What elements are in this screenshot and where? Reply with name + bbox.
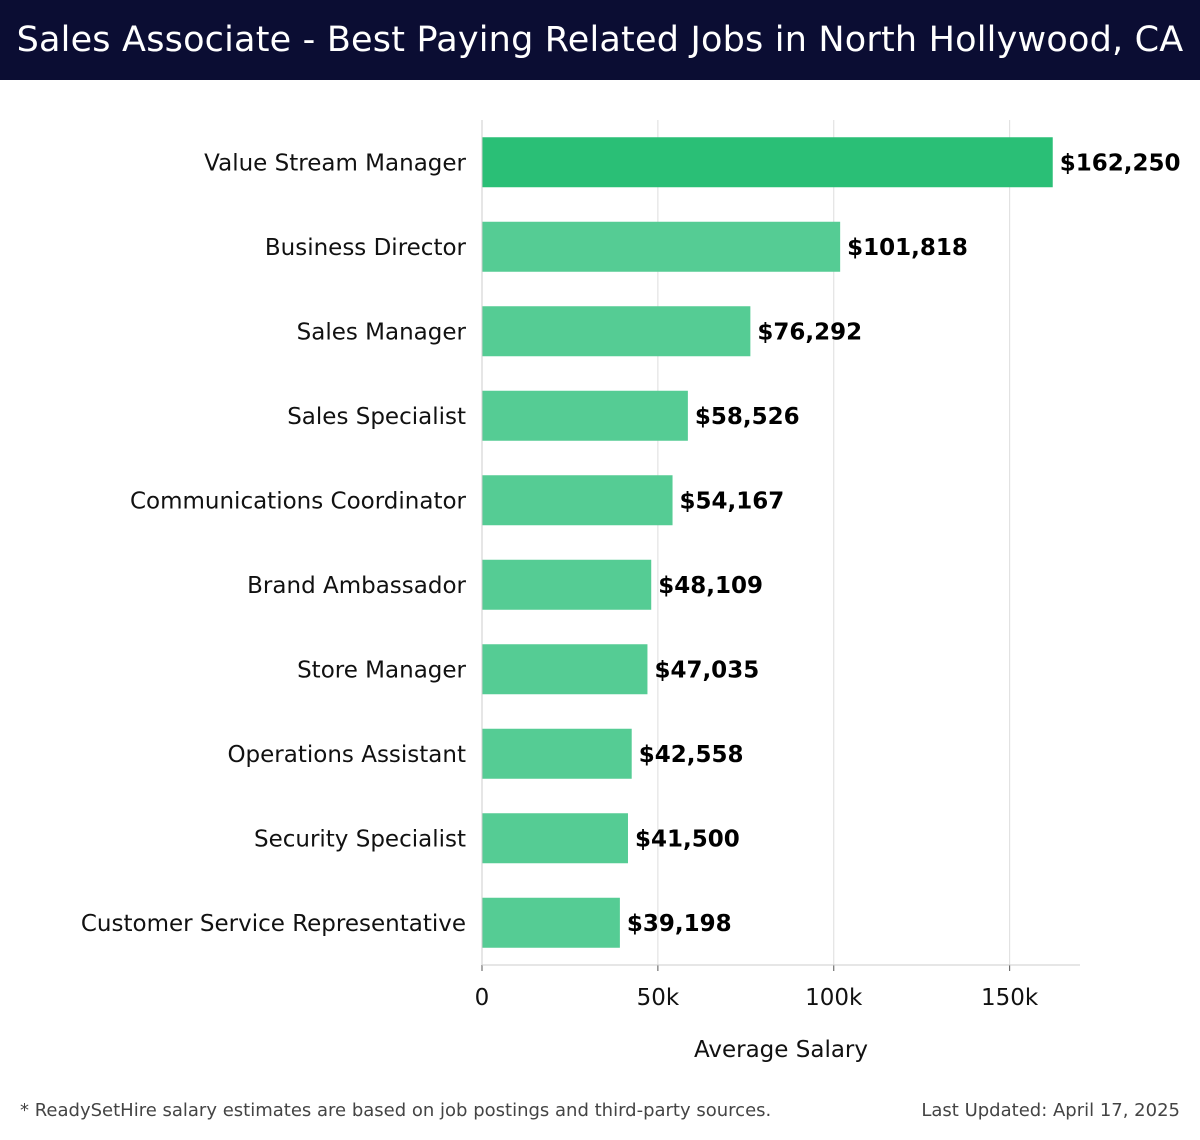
bar — [482, 897, 620, 948]
bar — [482, 221, 841, 272]
value-label: $47,035 — [654, 657, 759, 683]
bar — [482, 813, 628, 864]
bar-chart: Value Stream Manager Business Director Sal… — [81, 120, 1181, 1063]
x-tick-label: 100k — [805, 985, 863, 1011]
source-note: * ReadySetHire salary estimates are base… — [20, 1100, 772, 1121]
chart-title: Sales Associate - Best Paying Related Jo… — [16, 20, 1184, 60]
bar — [482, 475, 673, 526]
x-tick-label: 50k — [637, 985, 680, 1011]
bar — [482, 644, 648, 695]
x-tick-label: 0 — [475, 985, 490, 1011]
bar — [482, 390, 688, 441]
value-labels: $162,250 $101,818 $76,292 $58,526 $54,167 $48… — [627, 150, 1181, 937]
x-tick-label: 150k — [981, 985, 1039, 1011]
category-label: Store Manager — [297, 657, 466, 683]
category-label: Value Stream Manager — [204, 150, 466, 176]
category-label: Security Specialist — [254, 826, 466, 852]
bar — [482, 306, 751, 357]
x-axis: 0 50k 100k 150k Average Salary — [475, 120, 1080, 1063]
value-label: $76,292 — [757, 319, 862, 345]
value-label: $39,198 — [627, 911, 732, 937]
chart-header: Sales Associate - Best Paying Related Jo… — [0, 0, 1200, 80]
bar — [482, 559, 652, 610]
category-label: Sales Manager — [297, 319, 467, 345]
bars — [482, 137, 1053, 948]
x-axis-title: Average Salary — [694, 1037, 868, 1063]
category-label: Sales Specialist — [287, 404, 466, 430]
category-labels: Value Stream Manager Business Director Sal… — [81, 150, 467, 937]
category-label: Customer Service Representative — [81, 911, 466, 937]
bar — [482, 728, 632, 779]
category-label: Communications Coordinator — [130, 488, 467, 514]
category-label: Operations Assistant — [227, 742, 466, 768]
value-label: $162,250 — [1060, 150, 1181, 176]
value-label: $58,526 — [695, 404, 800, 430]
value-label: $41,500 — [635, 826, 740, 852]
bar — [482, 137, 1053, 188]
last-updated: Last Updated: April 17, 2025 — [921, 1100, 1180, 1121]
value-label: $54,167 — [680, 488, 785, 514]
value-label: $101,818 — [847, 235, 968, 261]
value-label: $42,558 — [639, 742, 744, 768]
category-label: Business Director — [265, 235, 467, 261]
value-label: $48,109 — [658, 573, 763, 599]
category-label: Brand Ambassador — [247, 573, 466, 599]
